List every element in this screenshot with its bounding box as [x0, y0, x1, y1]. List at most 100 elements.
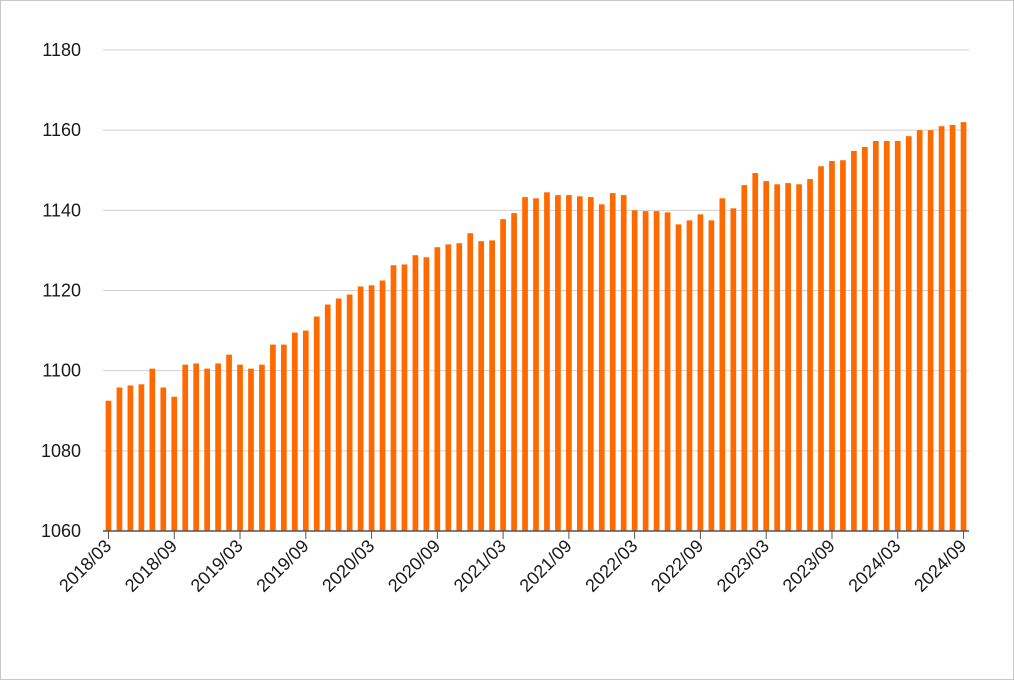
bar [171, 396, 178, 531]
bar [763, 181, 770, 531]
bar [872, 140, 879, 532]
bar [960, 122, 967, 532]
bar [193, 363, 200, 531]
bar [807, 179, 813, 531]
bar [697, 214, 704, 531]
bar [281, 344, 287, 531]
x-tick-label: 2018/03 [55, 536, 115, 596]
x-tick-label: 2022/03 [581, 536, 641, 596]
y-tick-label: 1180 [42, 40, 81, 60]
bar [390, 265, 397, 531]
bar [642, 211, 649, 531]
bar [302, 330, 309, 531]
x-tick-label: 2022/09 [647, 536, 707, 596]
bar [368, 285, 375, 531]
bar [291, 332, 298, 531]
x-tick-label: 2019/09 [252, 536, 312, 596]
x-tick-label: 2020/09 [384, 536, 444, 596]
x-tick-label: 2020/03 [318, 536, 378, 596]
bar [883, 140, 890, 532]
x-tick-label: 2018/09 [121, 536, 181, 596]
bar [522, 197, 528, 532]
bar [401, 264, 408, 531]
bar [270, 344, 276, 531]
bar [324, 304, 331, 531]
bar [105, 400, 112, 531]
bar [423, 257, 430, 531]
bar [741, 185, 748, 531]
x-axis [103, 530, 969, 539]
bar [127, 385, 134, 531]
bar [544, 192, 550, 532]
x-tick-label: 2021/09 [516, 536, 576, 596]
bar [927, 130, 934, 532]
bar [609, 193, 616, 531]
bar [894, 140, 901, 532]
bar [829, 161, 835, 531]
bar [226, 354, 232, 531]
bar [489, 240, 495, 531]
bar [555, 195, 561, 531]
x-tick-label: 2024/09 [910, 536, 970, 596]
bar [730, 208, 737, 531]
bar [456, 243, 463, 531]
bar [478, 241, 485, 531]
bar [467, 233, 474, 531]
bar [653, 211, 660, 531]
bar [533, 198, 539, 531]
bar [445, 244, 452, 531]
bar [916, 130, 923, 532]
y-tick-label: 1140 [42, 200, 81, 220]
bar [237, 364, 243, 531]
y-tick-label: 1120 [42, 281, 81, 301]
bar [335, 298, 342, 531]
bar [116, 387, 123, 531]
bar [631, 210, 638, 531]
bar [412, 255, 419, 532]
bar [675, 224, 682, 532]
bar [796, 184, 802, 531]
x-tick-label: 2024/03 [844, 536, 904, 596]
bar [357, 286, 364, 531]
bar [851, 151, 857, 531]
bar [598, 204, 605, 531]
bar [248, 368, 254, 531]
bar [313, 316, 320, 531]
bar [840, 160, 846, 532]
bar [346, 294, 353, 531]
bar [719, 198, 726, 531]
y-tick-label: 1060 [41, 521, 81, 541]
bar [511, 213, 517, 531]
bar [905, 136, 912, 531]
bar [577, 196, 583, 532]
bar [182, 364, 189, 531]
y-tick-label: 1160 [42, 120, 81, 140]
bar [862, 147, 868, 531]
bar [204, 368, 210, 531]
bar [379, 280, 386, 531]
bar [752, 173, 759, 531]
bar [664, 212, 671, 531]
bar [620, 195, 627, 531]
y-tick-labels: 1060 1080 1100 1120 1140 1160 1180 [41, 40, 81, 541]
bar [160, 387, 167, 531]
bar [708, 220, 715, 531]
y-tick-label: 1100 [42, 361, 81, 381]
bar [785, 183, 791, 531]
bar [686, 220, 693, 531]
x-tick-label: 2019/03 [187, 536, 247, 596]
bar [949, 124, 956, 532]
x-tick-label: 2023/09 [779, 536, 839, 596]
bar [818, 166, 824, 532]
bars [105, 122, 967, 532]
x-tick-label: 2021/03 [450, 536, 510, 596]
bar [149, 368, 156, 531]
bar [938, 126, 945, 531]
bar [434, 247, 441, 531]
bar [500, 219, 506, 531]
y-tick-label: 1080 [41, 441, 81, 461]
x-tick-label: 2023/03 [713, 536, 773, 596]
bar [138, 384, 145, 531]
